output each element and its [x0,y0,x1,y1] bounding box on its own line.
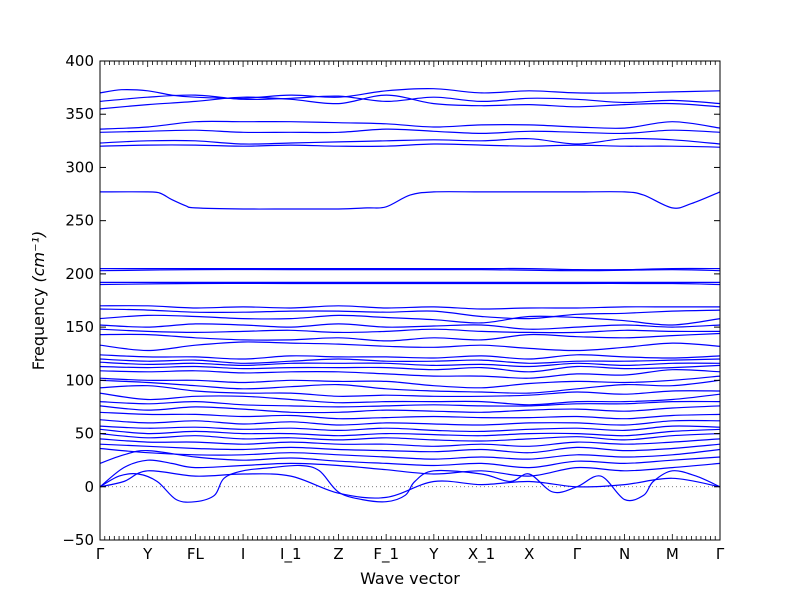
band-line-20 [99,354,721,360]
band-line-30 [99,405,721,414]
band-line-34 [99,428,721,437]
band-line-14 [99,308,721,320]
band-line-42 [99,470,721,499]
band-line-41 [99,464,721,503]
band-line-29 [99,400,721,408]
x-tick-label: I_1 [280,545,301,564]
band-line-37 [99,443,721,454]
y-axis-ticks: −50 0 50 100 150 200 250 300 350 400 [62,52,720,549]
x-tick-label: FL [187,545,205,563]
band-line-22 [99,361,721,368]
dispersion-curves [99,88,721,503]
band-line-39 [99,449,721,469]
y-tick-label: 350 [65,105,94,123]
band-line-33 [99,425,721,433]
band-line-23 [99,364,721,373]
band-line-7 [99,143,721,148]
x-tick-label: Y [428,545,439,563]
y-tick-label: 0 [84,478,94,496]
band-line-32 [99,419,721,426]
x-tick-label: Γ [96,545,105,563]
y-tick-label: −50 [62,531,94,549]
band-line-12 [99,282,721,286]
band-line-18 [99,332,721,342]
y-axis-title: Frequency (cm⁻¹) [29,231,48,371]
band-line-35 [99,433,721,442]
y-axis-title-text: Frequency [29,288,48,371]
band-line-28 [99,392,721,406]
band-line-19 [99,341,721,352]
x-tick-label: N [619,545,630,563]
band-line-10 [99,268,721,272]
band-line-38 [99,447,721,460]
band-line-6 [99,137,721,145]
y-axis-unit: (cm⁻¹) [29,231,48,283]
x-tick-label: M [666,545,679,563]
band-line-1 [99,88,721,99]
y-tick-label: 400 [65,52,94,70]
band-line-25 [99,375,721,389]
y-axis-unit-value: cm⁻¹ [29,237,48,276]
band-line-40 [99,459,721,488]
x-tick-label: F_1 [373,545,399,564]
band-line-21 [99,358,721,364]
y-tick-label: 50 [75,425,94,443]
x-tick-label: Z [333,545,343,563]
band-line-2 [99,94,721,105]
x-tick-label: X [524,545,534,563]
y-tick-label: 200 [65,265,94,283]
x-tick-label: I [241,545,245,563]
band-line-9 [100,267,721,271]
band-line-16 [99,323,721,330]
band-line-26 [99,379,721,394]
band-line-31 [99,411,721,420]
band-line-36 [99,438,721,447]
band-line-13 [99,305,720,310]
band-line-5 [99,128,721,135]
y-tick-label: 100 [65,371,94,389]
band-line-8 [99,191,721,210]
band-line-17 [99,328,721,334]
y-tick-label: 250 [65,212,94,230]
x-tick-label: Γ [716,545,725,563]
band-line-4 [99,120,721,130]
x-tick-label: Γ [573,545,582,563]
x-axis-ticks: Γ Y FL I I_1 Z F_1 Y X_1 X Γ N M Γ [96,61,725,564]
band-line-15 [99,314,721,326]
band-line-3 [99,94,721,110]
band-line-24 [99,369,721,379]
y-tick-label: 300 [65,158,94,176]
x-tick-label: Y [142,545,153,563]
band-line-27 [99,385,721,398]
y-tick-label: 150 [65,318,94,336]
x-axis-title: Wave vector [360,569,460,588]
x-tick-label: X_1 [468,545,495,564]
